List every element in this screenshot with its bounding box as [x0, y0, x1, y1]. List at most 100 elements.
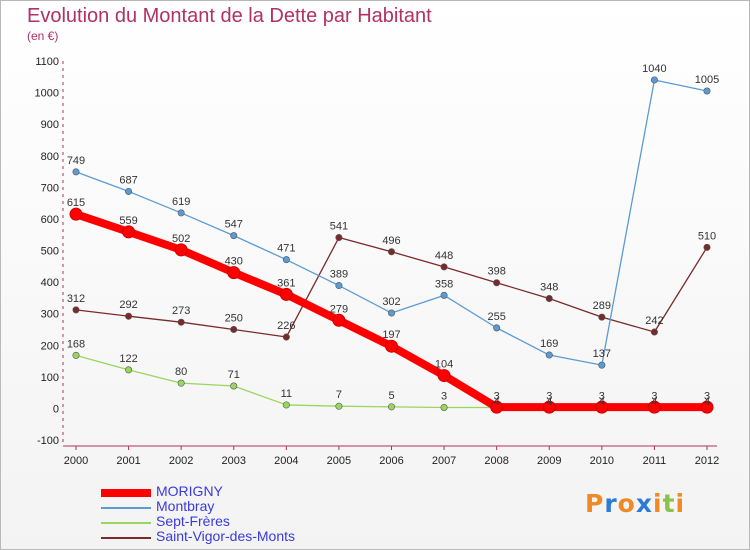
data-point	[177, 318, 185, 326]
x-tick-label: 2003	[222, 455, 246, 467]
data-label: 448	[435, 250, 453, 262]
data-point	[335, 282, 343, 290]
data-label: 11	[281, 388, 292, 400]
data-label: 619	[172, 196, 190, 208]
x-tick-label: 2012	[695, 455, 719, 467]
data-label: 541	[330, 221, 348, 233]
data-label: 4	[546, 396, 552, 408]
x-tick-label: 2008	[484, 455, 508, 467]
data-label: 4	[651, 396, 657, 408]
data-label: 3	[441, 390, 447, 402]
data-label: 242	[645, 315, 663, 327]
x-tick-label: 2006	[379, 455, 403, 467]
data-point	[72, 168, 80, 176]
data-point	[72, 306, 80, 314]
data-point	[125, 366, 133, 374]
data-point	[703, 243, 711, 251]
y-tick-label: 600	[41, 214, 59, 226]
data-label: 3	[651, 390, 657, 402]
y-tick-label: 200	[41, 340, 59, 352]
data-label: 510	[698, 230, 716, 242]
y-tick-label: 100	[41, 372, 59, 384]
data-point	[437, 369, 451, 383]
data-label: 3	[704, 390, 710, 402]
series-line	[75, 79, 708, 366]
data-label: 559	[119, 215, 137, 227]
data-point	[227, 266, 241, 280]
x-tick-label: 2001	[116, 455, 140, 467]
data-label: 122	[119, 353, 137, 365]
logo-letter: t	[662, 489, 676, 518]
data-label: 71	[228, 369, 240, 381]
data-label: 7	[336, 389, 342, 401]
logo-letter: o	[617, 489, 636, 518]
data-point	[700, 400, 714, 414]
data-label: 749	[67, 155, 85, 167]
y-tick-label: 1100	[35, 56, 59, 68]
data-point	[69, 207, 83, 221]
data-label: 169	[540, 338, 558, 350]
x-tick-label: 2002	[169, 455, 193, 467]
data-label: 361	[277, 277, 295, 289]
data-label: 496	[382, 235, 400, 247]
proxiti-logo: Proxiti	[585, 489, 685, 518]
data-label: 502	[172, 233, 190, 245]
x-tick-label: 2007	[432, 455, 456, 467]
data-point	[387, 309, 395, 317]
legend-label: Saint-Vigor-des-Monts	[156, 528, 296, 544]
data-point	[335, 234, 343, 242]
data-label: 5	[388, 390, 394, 402]
data-label: 4	[494, 396, 500, 408]
data-point	[387, 248, 395, 256]
data-point	[282, 333, 290, 341]
data-label: 168	[67, 338, 85, 350]
legend-label: Montbray	[156, 498, 215, 514]
data-point	[385, 339, 398, 353]
x-tick-label: 2004	[274, 455, 298, 467]
data-point	[122, 225, 136, 239]
y-tick-label: 900	[41, 119, 59, 131]
data-label: 389	[330, 269, 348, 281]
y-tick-label: 800	[41, 151, 59, 163]
data-label: 348	[540, 282, 558, 294]
data-point	[125, 187, 133, 195]
logo-letter: P	[585, 489, 605, 518]
data-label: 104	[435, 359, 453, 371]
data-label: 273	[172, 305, 190, 317]
x-tick-label: 2005	[327, 455, 351, 467]
data-label: 615	[67, 197, 85, 209]
x-tick-label: 2000	[64, 455, 88, 467]
data-label: 255	[487, 311, 505, 323]
legend-label: Sept-Frères	[156, 513, 230, 529]
data-point	[598, 361, 606, 369]
legend-label: MORIGNY	[156, 483, 223, 499]
data-point	[72, 351, 80, 359]
data-label: 1040	[642, 63, 666, 75]
data-label: 302	[382, 296, 400, 308]
data-point	[493, 279, 501, 287]
data-label: 398	[487, 266, 505, 278]
data-point	[595, 400, 609, 414]
y-tick-label: 0	[53, 403, 59, 415]
data-label: 197	[382, 329, 400, 341]
data-point	[440, 403, 448, 411]
data-point	[650, 328, 658, 336]
data-point	[177, 209, 185, 217]
data-label: 4	[599, 396, 605, 408]
data-label: 547	[225, 219, 243, 231]
data-label: 289	[593, 300, 611, 312]
logo-letter: r	[604, 489, 618, 518]
data-point	[230, 382, 238, 390]
data-point	[598, 313, 606, 321]
legend-swatch	[101, 507, 151, 509]
data-point	[542, 400, 556, 414]
data-label: 471	[277, 243, 295, 255]
data-label: 279	[330, 303, 348, 315]
data-point	[650, 76, 658, 84]
data-point	[177, 379, 185, 387]
legend-swatch	[101, 489, 151, 497]
y-tick-label: 700	[41, 182, 59, 194]
data-point	[279, 287, 293, 301]
data-point	[387, 403, 395, 411]
